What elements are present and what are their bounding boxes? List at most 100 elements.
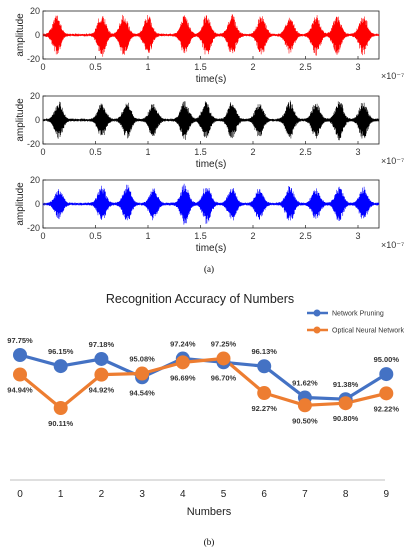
x-tick-label: 0.5 [89, 231, 102, 241]
x-tick-label: 2.5 [299, 231, 312, 241]
data-label: 91.62% [292, 379, 318, 388]
x-axis-label: time(s) [196, 243, 227, 254]
y-tick-label: 20 [30, 175, 40, 185]
x-tick-label: 2.5 [299, 147, 312, 157]
signal-panels: 0 0.5 1 1.5 2 2.5 3200-20time(s)amplitude×10⁻⁷… [15, 6, 404, 254]
data-label: 94.94% [7, 385, 33, 394]
data-label: 96.13% [251, 347, 277, 356]
x-tick-label: 3 [355, 231, 360, 241]
data-label: 92.27% [251, 404, 277, 413]
data-point [175, 355, 190, 370]
x-tick-label: 2 [250, 231, 255, 241]
x-tick-label: 1.5 [194, 62, 207, 72]
legend-label-optical: Optical Neural Network [332, 328, 404, 335]
waveform-black [42, 100, 380, 141]
x-tick-label: 4 [180, 489, 186, 500]
y-axis-label: amplitude [15, 98, 26, 142]
y-tick-label: -20 [27, 54, 40, 64]
x-tick-label: 8 [343, 489, 349, 500]
x-tick-label: 1 [145, 231, 150, 241]
x-axis-label: time(s) [196, 74, 227, 85]
legend-marker-pruning [313, 309, 321, 317]
data-label: 95.00% [374, 355, 400, 364]
waveform-blue [42, 183, 380, 225]
x-tick-label: 1 [58, 489, 64, 500]
x-tick-label: 3 [355, 62, 360, 72]
y-tick-label: 0 [35, 115, 40, 125]
data-point [13, 348, 27, 362]
data-label: 97.75% [7, 336, 33, 345]
x-tick-label: 0.5 [89, 62, 102, 72]
x-multiplier: ×10⁻⁷ [381, 240, 404, 250]
x-tick-label: 2.5 [299, 62, 312, 72]
data-point [53, 401, 68, 415]
x-tick-label: 5 [221, 489, 227, 500]
y-tick-label: 0 [35, 199, 40, 209]
y-axis-label: amplitude [15, 13, 26, 57]
y-tick-label: -20 [27, 139, 40, 149]
data-label: 94.92% [89, 386, 115, 395]
x-multiplier: ×10⁻⁷ [381, 71, 404, 81]
data-label: 90.80% [333, 414, 359, 423]
chart-title: Recognition Accuracy of Numbers [106, 292, 294, 306]
y-tick-label: 20 [30, 6, 40, 16]
data-point [94, 351, 109, 366]
data-label: 90.11% [48, 419, 73, 428]
data-point [53, 359, 68, 374]
data-label: 92.22% [374, 404, 400, 413]
data-point [135, 366, 150, 381]
data-label: 96.15% [48, 347, 74, 356]
data-point [216, 351, 231, 366]
data-label: 96.69% [170, 373, 196, 382]
data-point [379, 386, 394, 401]
data-point [379, 367, 394, 382]
data-label: 97.25% [211, 339, 237, 348]
data-point [94, 367, 109, 382]
waveform-red [42, 14, 380, 57]
x-tick-label: 9 [384, 489, 390, 500]
x-axis-label: time(s) [196, 159, 227, 170]
x-tick-label: 7 [302, 489, 308, 500]
x-tick-label: 2 [250, 62, 255, 72]
y-tick-label: 20 [30, 91, 40, 101]
legend-label-pruning: Network Pruning [332, 311, 384, 318]
chart-marks: 97.75% 96.15% 97.18% 94.54% 97.24% 96.70% 96.1… [7, 336, 399, 500]
x-tick-label: 3 [139, 489, 145, 500]
x-tick-label: 0 [17, 489, 23, 500]
x-tick-label: 3 [355, 147, 360, 157]
x-tick-label: 2 [250, 147, 255, 157]
caption-a: (a) [204, 264, 214, 274]
x-tick-label: 1.5 [194, 147, 207, 157]
data-point [257, 359, 272, 374]
data-label: 95.08% [129, 355, 155, 364]
x-tick-label: 2 [99, 489, 105, 500]
series-line-optical [18, 356, 387, 410]
data-point [297, 398, 312, 413]
data-label: 96.70% [211, 373, 237, 382]
y-tick-label: 0 [35, 30, 40, 40]
x-tick-label: 0 [40, 62, 45, 72]
caption-b: (b) [204, 537, 215, 547]
x-multiplier: ×10⁻⁷ [381, 156, 404, 166]
data-label: 97.18% [89, 340, 115, 349]
legend-marker-optical [313, 326, 321, 334]
data-point [257, 386, 272, 401]
data-point [338, 396, 353, 411]
y-axis-label: amplitude [15, 182, 26, 226]
data-label: 91.38% [333, 380, 359, 389]
x-axis-label: Numbers [187, 506, 232, 518]
data-label: 97.24% [170, 340, 196, 349]
data-label: 90.50% [292, 416, 318, 425]
x-tick-label: 1 [145, 147, 150, 157]
x-tick-label: 0 [40, 231, 45, 241]
y-tick-label: -20 [27, 223, 40, 233]
x-tick-label: 6 [261, 489, 267, 500]
x-tick-label: 1 [145, 62, 150, 72]
data-point [13, 367, 27, 382]
accuracy-chart: Recognition Accuracy of Numbers Network … [7, 292, 404, 518]
x-tick-label: 1.5 [194, 231, 207, 241]
